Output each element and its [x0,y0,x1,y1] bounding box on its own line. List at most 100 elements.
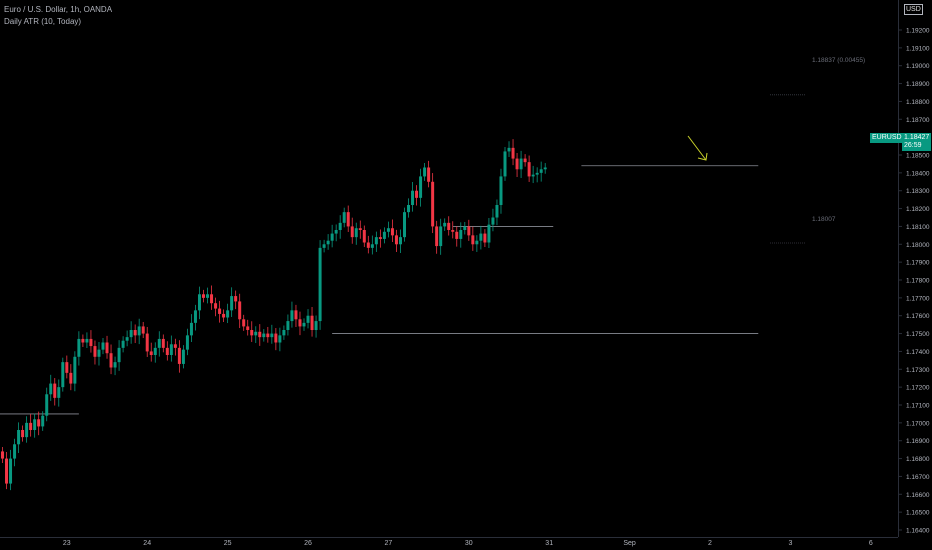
time-tick-label: 25 [224,540,232,547]
candle-body [210,294,214,304]
candle-body [222,313,226,318]
candle-body [310,315,314,330]
chart-legend: Euro / U.S. Dollar, 1h, OANDA Daily ATR … [4,4,112,28]
candle-body [113,362,117,368]
candle-body [266,333,270,338]
candle-body [334,230,338,234]
candle-body [318,247,322,322]
candle-body [153,347,157,355]
level-lines [0,94,806,415]
candle-body [125,337,129,341]
candle-body [282,330,286,336]
candle-body [286,321,290,330]
candle-body [455,231,459,239]
current-price-box: 1.18427 26:59 [902,133,932,151]
candle-body [487,224,491,243]
currency-badge[interactable]: USD [904,4,923,15]
candle-body [202,294,205,298]
candle-body [41,415,45,427]
price-tick-label: 1.17300 [906,367,930,374]
current-price-tag: EURUSD [870,133,904,143]
candle-body [447,222,451,230]
price-tag-price: 1.18427 [904,134,930,141]
price-tick-label: 1.18700 [906,117,930,124]
candle-body [258,331,262,338]
price-tick-label: 1.18900 [906,81,930,88]
candle-body [475,240,479,245]
candle-body [543,167,547,170]
candle-body [97,349,101,357]
symbol-title[interactable]: Euro / U.S. Dollar, 1h, OANDA [4,5,113,14]
candle-body [407,205,411,213]
candle-body [21,430,25,438]
candle-body [214,303,218,309]
atr-label-upper: 1.18837 (0.00455) [812,57,866,64]
price-tick-label: 1.17500 [906,331,930,338]
candle-body [531,174,535,177]
candle-body [314,321,318,330]
candle-body [390,228,394,236]
candle-body [342,212,346,223]
candle-body [411,190,415,205]
time-tick-label: 30 [465,540,473,547]
candle-body [274,333,278,343]
price-tick-label: 1.17200 [906,385,930,392]
candle-body [394,235,398,245]
candle-body [523,158,527,163]
candle-body [105,342,109,354]
price-tick-label: 1.16600 [906,492,930,499]
candle-body [398,237,402,245]
candle-body [519,158,523,170]
candle-body [73,356,77,384]
candle-body [250,330,254,336]
candle-body [117,347,121,363]
candle-body [137,326,141,336]
candle-body [298,319,302,327]
candle-body [503,151,507,177]
candle-body [177,347,181,364]
price-tick-label: 1.17900 [906,260,930,267]
candle-body [9,458,13,484]
candle-body [415,190,419,198]
candle-body [302,322,306,327]
candle-body [419,176,423,198]
candle-body [254,331,258,336]
price-tick-label: 1.18800 [906,99,930,106]
candle-body [511,147,515,159]
price-tick-label: 1.18000 [906,242,930,249]
time-tick-label: 27 [385,540,393,547]
price-tick-label: 1.18200 [906,206,930,213]
price-tick-label: 1.16900 [906,438,930,445]
candle-body [17,430,21,445]
candle-body [185,335,189,350]
candle-body [145,333,149,352]
candle-body [382,231,386,239]
candle-body [515,158,519,170]
candle-body [85,338,89,343]
forecast-arrow [687,135,708,161]
candle-body [169,344,173,355]
candle-body [181,349,185,364]
price-tick-label: 1.16400 [906,528,930,535]
candle-body [49,383,53,395]
price-tick-label: 1.18400 [906,170,930,177]
candle-body [451,230,455,232]
candle-body [378,237,382,239]
candle-body [109,353,113,368]
candle-body [471,235,475,245]
candle-body [439,226,443,247]
candle-body [330,233,334,241]
candle-body [366,242,370,248]
candle-body [491,217,495,225]
candle-body [499,176,503,205]
time-tick-label: 6 [869,540,873,547]
candle-body [157,338,161,348]
candle-body [93,346,97,357]
candle-body [69,372,73,384]
candle-body [290,310,294,322]
indicator-title[interactable]: Daily ATR (10, Today) [4,17,82,26]
candle-body [262,333,266,338]
candle-body [61,362,65,388]
candle-body [362,230,366,243]
